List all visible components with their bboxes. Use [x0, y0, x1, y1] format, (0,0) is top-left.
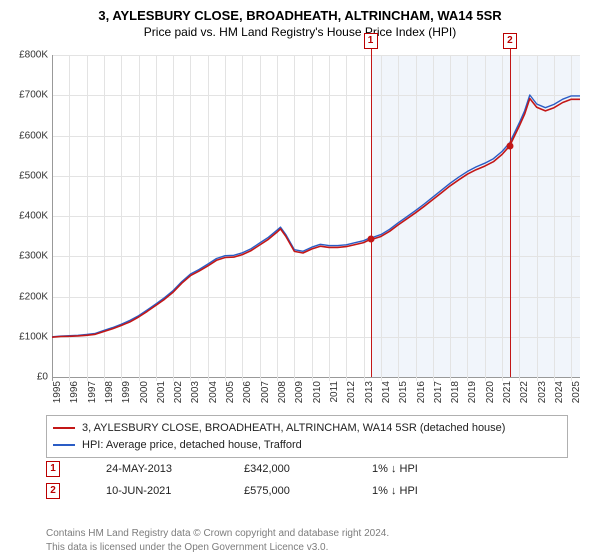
y-axis-tick-label: £200K: [19, 291, 48, 302]
x-axis-tick-label: 2013: [364, 381, 375, 403]
chart-title: 3, AYLESBURY CLOSE, BROADHEATH, ALTRINCH…: [0, 0, 600, 23]
x-axis-tick-label: 2024: [554, 381, 565, 403]
x-axis-tick-label: 1998: [104, 381, 115, 403]
gridline-h: [52, 377, 580, 378]
y-axis-tick-label: £0: [37, 372, 48, 383]
event-price: £575,000: [244, 485, 334, 497]
event-date: 24-MAY-2013: [106, 463, 206, 475]
event-delta: 1% ↓ HPI: [372, 485, 418, 497]
x-axis-tick-label: 1996: [69, 381, 80, 403]
event-point: [506, 142, 513, 149]
event-row: 2 10-JUN-2021 £575,000 1% ↓ HPI: [46, 483, 418, 499]
x-axis-tick-label: 2025: [571, 381, 582, 403]
x-axis-tick-label: 2023: [537, 381, 548, 403]
y-axis-tick-label: £500K: [19, 170, 48, 181]
x-axis-tick-label: 2002: [173, 381, 184, 403]
x-axis-tick-label: 1997: [87, 381, 98, 403]
event-price: £342,000: [244, 463, 334, 475]
series-property_price: [52, 99, 580, 338]
footer-line-1: Contains HM Land Registry data © Crown c…: [46, 528, 389, 539]
x-axis-tick-label: 2017: [433, 381, 444, 403]
x-axis-tick-label: 2009: [294, 381, 305, 403]
chart-plot-area: £0£100K£200K£300K£400K£500K£600K£700K£80…: [52, 55, 580, 377]
x-axis-tick-label: 1999: [121, 381, 132, 403]
event-point: [367, 236, 374, 243]
chart-series-svg: [52, 55, 580, 377]
event-vline: [510, 47, 511, 377]
event-delta: 1% ↓ HPI: [372, 463, 418, 475]
x-axis-tick-label: 2006: [242, 381, 253, 403]
series-hpi_trafford: [52, 95, 580, 337]
legend-swatch: [53, 427, 75, 429]
event-row-marker: 1: [46, 461, 60, 477]
y-axis-tick-label: £300K: [19, 251, 48, 262]
legend-label: 3, AYLESBURY CLOSE, BROADHEATH, ALTRINCH…: [82, 420, 505, 437]
event-row-marker: 2: [46, 483, 60, 499]
event-row: 1 24-MAY-2013 £342,000 1% ↓ HPI: [46, 461, 418, 477]
y-axis-tick-label: £700K: [19, 90, 48, 101]
x-axis-tick-label: 2001: [156, 381, 167, 403]
chart-legend: 3, AYLESBURY CLOSE, BROADHEATH, ALTRINCH…: [46, 415, 568, 458]
x-axis-tick-label: 2012: [346, 381, 357, 403]
event-vline: [371, 47, 372, 377]
event-date: 10-JUN-2021: [106, 485, 206, 497]
x-axis-tick-label: 1995: [52, 381, 63, 403]
legend-swatch: [53, 444, 75, 446]
x-axis-tick-label: 2011: [329, 381, 340, 403]
event-marker-box: 1: [364, 33, 378, 49]
y-axis-tick-label: £600K: [19, 130, 48, 141]
x-axis-tick-label: 2010: [312, 381, 323, 403]
footer-line-2: This data is licensed under the Open Gov…: [46, 542, 328, 553]
event-marker-box: 2: [503, 33, 517, 49]
y-axis-tick-label: £400K: [19, 211, 48, 222]
footer-text: Contains HM Land Registry data © Crown c…: [46, 527, 389, 554]
x-axis-tick-label: 2008: [277, 381, 288, 403]
x-axis-tick-label: 2021: [502, 381, 513, 403]
x-axis-tick-label: 2000: [139, 381, 150, 403]
y-axis-tick-label: £100K: [19, 331, 48, 342]
legend-item: 3, AYLESBURY CLOSE, BROADHEATH, ALTRINCH…: [53, 420, 561, 437]
x-axis-tick-label: 2007: [260, 381, 271, 403]
x-axis-tick-label: 2003: [190, 381, 201, 403]
x-axis-tick-label: 2022: [519, 381, 530, 403]
x-axis-tick-label: 2016: [416, 381, 427, 403]
x-axis-tick-label: 2005: [225, 381, 236, 403]
x-axis-tick-label: 2014: [381, 381, 392, 403]
x-axis-tick-label: 2019: [467, 381, 478, 403]
y-axis-tick-label: £800K: [19, 50, 48, 61]
x-axis-tick-label: 2018: [450, 381, 461, 403]
legend-item: HPI: Average price, detached house, Traf…: [53, 437, 561, 454]
x-axis-tick-label: 2020: [485, 381, 496, 403]
x-axis-tick-label: 2004: [208, 381, 219, 403]
x-axis-tick-label: 2015: [398, 381, 409, 403]
legend-label: HPI: Average price, detached house, Traf…: [82, 437, 302, 454]
